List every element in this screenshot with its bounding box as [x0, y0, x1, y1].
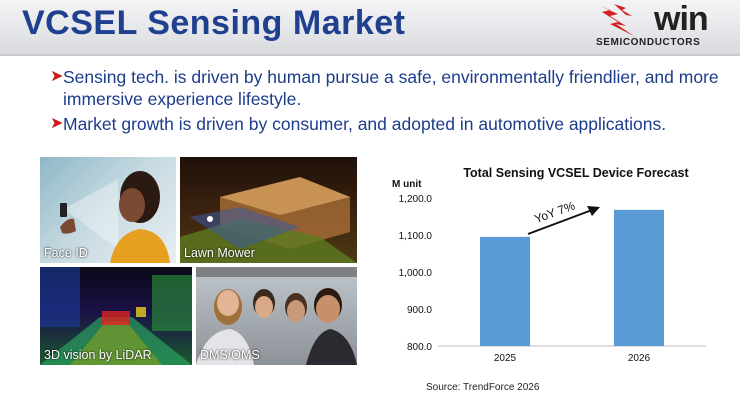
y-tick-label: 1,200.0	[399, 194, 433, 205]
bullet-item: ➤ Market growth is driven by consumer, a…	[50, 113, 730, 135]
car-occupants-illustration	[196, 267, 357, 365]
bar-series	[480, 209, 664, 346]
logo-subtitle: SEMICONDUCTORS	[596, 37, 701, 48]
x-tick-label: 2026	[628, 353, 651, 364]
photo-caption: 3D vision by LiDAR	[44, 348, 152, 362]
bullet-item: ➤ Sensing tech. is driven by human pursu…	[50, 66, 730, 110]
dms-oms-photo: DMS/OMS	[196, 267, 357, 365]
face-id-photo: Face ID	[40, 157, 176, 263]
lawn-mower-photo: Lawn Mower	[180, 157, 357, 263]
company-logo: win SEMICONDUCTORS	[596, 0, 728, 50]
header-divider	[0, 54, 740, 56]
logo-mark-icon	[600, 4, 634, 36]
photo-caption: Face ID	[44, 246, 88, 260]
bar-2025	[480, 236, 530, 346]
bullet-arrow-icon: ➤	[50, 68, 64, 85]
y-tick-label: 900.0	[407, 305, 432, 316]
bullet-list: ➤ Sensing tech. is driven by human pursu…	[50, 66, 730, 138]
y-tick-label: 1,100.0	[399, 231, 433, 242]
bar-2026	[614, 209, 664, 346]
bullet-text: Sensing tech. is driven by human pursue …	[63, 67, 719, 109]
y-axis-ticks: 800.0 900.0 1,000.0 1,100.0 1,200.0	[399, 194, 433, 353]
y-tick-label: 800.0	[407, 342, 432, 353]
photo-caption: DMS/OMS	[200, 348, 260, 362]
yoy-arrow-line	[527, 209, 593, 235]
chart-svg: Total Sensing VCSEL Device Forecast M un…	[392, 166, 706, 364]
chart-title: Total Sensing VCSEL Device Forecast	[463, 166, 689, 180]
yoy-annotation: YoY 7%	[532, 198, 577, 226]
bullet-arrow-icon: ➤	[50, 115, 64, 132]
y-axis-label: M unit	[392, 179, 422, 190]
yoy-arrow-head	[587, 206, 600, 216]
lawn-mower-illustration	[180, 177, 357, 263]
lidar-photo: 3D vision by LiDAR	[40, 267, 192, 365]
x-tick-label: 2025	[494, 353, 517, 364]
photo-caption: Lawn Mower	[184, 246, 255, 260]
forecast-chart: Total Sensing VCSEL Device Forecast M un…	[376, 150, 716, 370]
logo-wordmark: win	[654, 0, 709, 38]
x-axis-ticks: 2025 2026	[494, 353, 651, 364]
page-title: VCSEL Sensing Market	[22, 4, 406, 42]
y-tick-label: 1,000.0	[399, 268, 433, 279]
lidar-point-cloud	[40, 267, 192, 365]
source-note: Source: TrendForce 2026	[426, 382, 540, 393]
bullet-text: Market growth is driven by consumer, and…	[63, 114, 667, 134]
face-id-illustration	[60, 171, 170, 263]
